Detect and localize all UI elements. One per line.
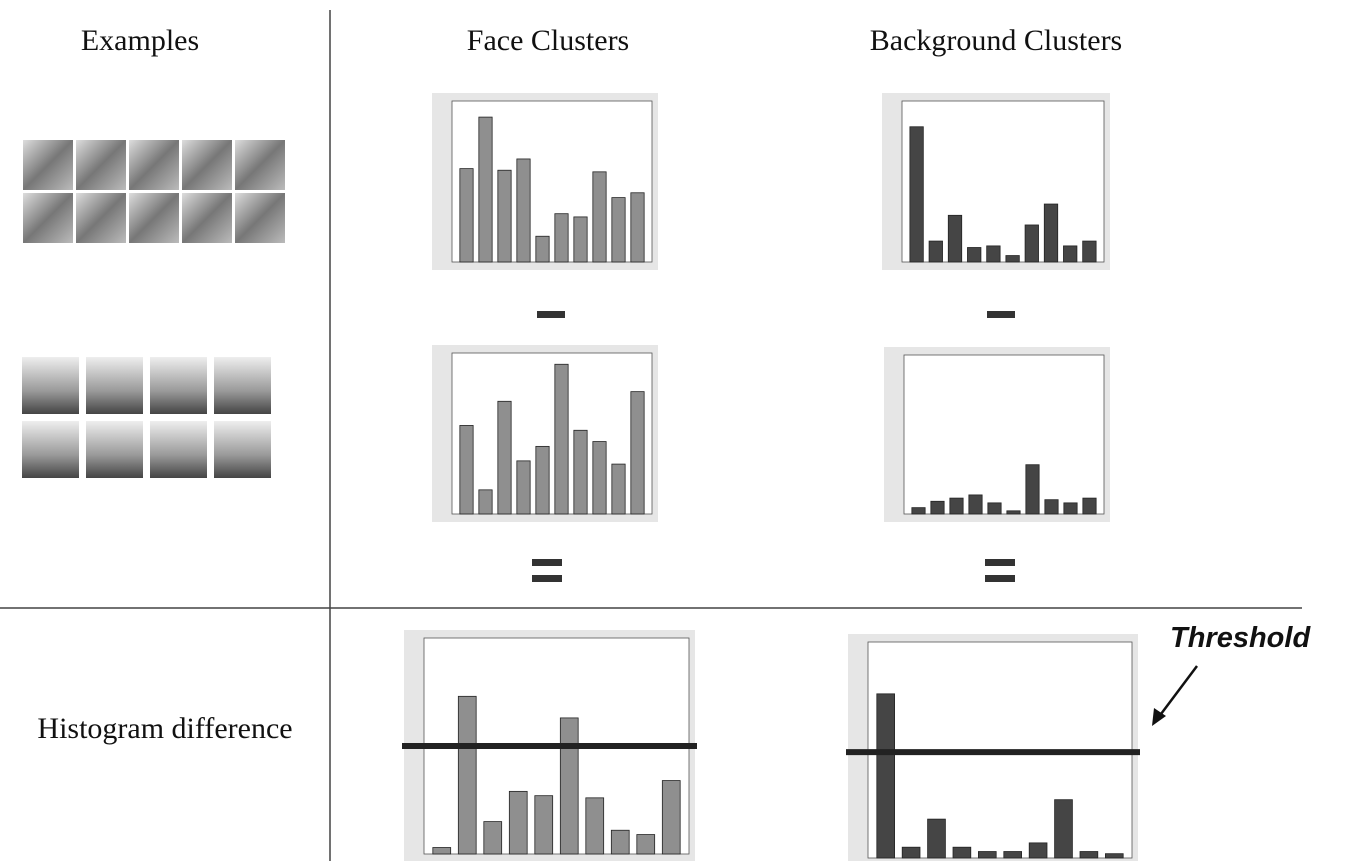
bar	[637, 835, 655, 854]
bar	[479, 490, 492, 514]
bar	[929, 241, 942, 262]
bar	[1080, 852, 1098, 858]
bar	[433, 848, 451, 854]
face-thumb	[182, 140, 232, 190]
bar	[555, 364, 568, 514]
face-thumb	[23, 140, 73, 190]
scene-thumb	[86, 421, 143, 478]
bar	[1026, 465, 1039, 514]
face-thumb	[76, 140, 126, 190]
bar	[662, 781, 680, 854]
scene-thumb	[22, 421, 79, 478]
bar	[560, 718, 578, 854]
bar	[536, 446, 549, 514]
bar	[1044, 204, 1057, 262]
bar	[978, 852, 996, 858]
bar	[1083, 241, 1096, 262]
bar	[509, 791, 527, 854]
bar	[987, 246, 1000, 262]
face-thumb	[235, 193, 285, 243]
bar	[535, 796, 553, 854]
bar	[931, 501, 944, 514]
bar	[1025, 225, 1038, 262]
bar	[484, 822, 502, 854]
bar	[1064, 503, 1077, 514]
bar	[1045, 500, 1058, 514]
bar	[612, 464, 625, 514]
bar	[498, 401, 511, 514]
face-thumb	[76, 193, 126, 243]
bar	[948, 215, 961, 262]
bar	[877, 694, 895, 858]
bar	[1007, 511, 1020, 514]
bar	[574, 217, 587, 262]
face-thumb	[129, 140, 179, 190]
bar	[1055, 800, 1073, 858]
scene-examples	[22, 357, 271, 478]
bar	[950, 498, 963, 514]
bar	[460, 425, 473, 514]
face-thumb	[23, 193, 73, 243]
bar	[928, 819, 946, 858]
bar	[1083, 498, 1096, 514]
bar	[1006, 256, 1019, 262]
bar	[912, 508, 925, 514]
scene-thumb	[150, 357, 207, 414]
bar	[1105, 854, 1123, 858]
face-thumb	[235, 140, 285, 190]
bar	[586, 798, 604, 854]
bar	[1063, 246, 1076, 262]
bar	[555, 214, 568, 262]
bar	[902, 847, 920, 858]
bar	[1004, 852, 1022, 858]
bar	[458, 696, 476, 854]
bar	[536, 236, 549, 262]
bar	[611, 830, 629, 854]
bar	[953, 847, 971, 858]
page: {"headers": {"examples": "Examples", "fa…	[0, 0, 1350, 861]
figure: Examples Face Clusters Background Cluste…	[0, 0, 1350, 861]
bar	[498, 170, 511, 262]
bar	[460, 169, 473, 262]
face-examples	[23, 140, 285, 243]
bar	[593, 442, 606, 514]
row-label: Histogram difference	[37, 712, 292, 745]
bar	[517, 159, 530, 262]
bar	[612, 198, 625, 262]
bar	[967, 248, 980, 262]
scene-thumb	[214, 421, 271, 478]
plot-area	[902, 101, 1104, 262]
face-thumb	[129, 193, 179, 243]
arrow	[1158, 666, 1197, 718]
bar	[1029, 843, 1047, 858]
face-thumb	[182, 193, 232, 243]
bar	[988, 503, 1001, 514]
header: Face Clusters	[467, 24, 629, 57]
bar	[969, 495, 982, 514]
header: Background Clusters	[870, 24, 1122, 57]
bar	[574, 430, 587, 514]
annotation: Threshold	[1170, 622, 1311, 654]
plot-area	[904, 355, 1104, 514]
scene-thumb	[22, 357, 79, 414]
bar	[910, 127, 923, 262]
bar	[631, 193, 644, 262]
bar	[517, 461, 530, 514]
header: Examples	[81, 24, 199, 57]
scene-thumb	[214, 357, 271, 414]
scene-thumb	[150, 421, 207, 478]
scene-thumb	[86, 357, 143, 414]
bar	[479, 117, 492, 262]
bar	[593, 172, 606, 262]
bar	[631, 392, 644, 514]
